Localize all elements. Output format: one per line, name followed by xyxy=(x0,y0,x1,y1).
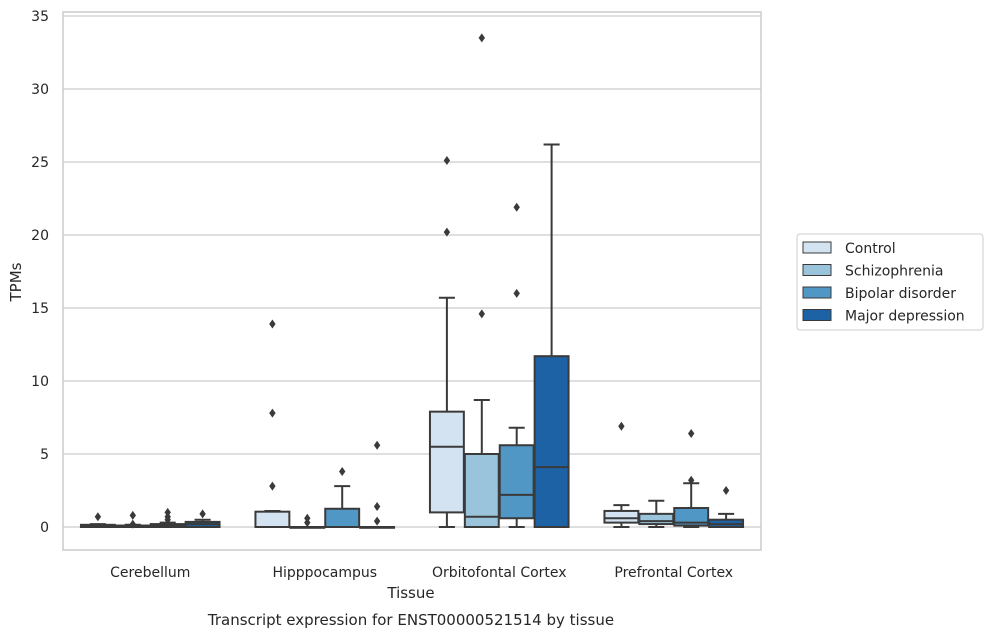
outlier-point xyxy=(688,475,695,485)
box-plot xyxy=(603,421,640,528)
y-axis-label: TPMs xyxy=(7,262,25,302)
y-tick-label: 20 xyxy=(31,228,49,244)
outlier-point xyxy=(304,513,311,523)
y-tick-label: 25 xyxy=(31,155,49,171)
x-tick-label: Cerebellum xyxy=(110,565,190,581)
outlier-point xyxy=(722,486,730,495)
box-iqr xyxy=(603,509,640,524)
outlier-point xyxy=(373,502,381,512)
outlier-point xyxy=(269,481,276,491)
box-plot xyxy=(79,512,116,528)
box-plot xyxy=(428,156,465,528)
outlier-point xyxy=(269,408,276,418)
outlier-point xyxy=(688,429,695,439)
box-iqr xyxy=(638,512,675,526)
outlier-point xyxy=(94,512,102,522)
x-axis-ticks: Cerebellum Hipppocampus Orbitofontal Corte… xyxy=(110,565,733,581)
x-tick-label: Orbitofontal Cortex xyxy=(432,565,567,581)
y-axis-ticks: 0 5 10 15 20 25 30 35 xyxy=(31,9,49,536)
outlier-point xyxy=(513,202,520,212)
outlier-point xyxy=(129,519,136,529)
y-tick-label: 30 xyxy=(31,82,49,98)
box-plot xyxy=(149,507,186,529)
x-tick-label: Hipppocampus xyxy=(272,565,377,581)
outlier-point xyxy=(199,509,206,519)
box-plot xyxy=(114,510,151,529)
legend-swatch xyxy=(802,241,832,254)
y-tick-label: 10 xyxy=(31,374,49,390)
x-tick-label: Prefrontal Cortex xyxy=(614,565,733,581)
box-iqr xyxy=(498,444,535,520)
y-tick-label: 5 xyxy=(40,447,49,463)
box-plot xyxy=(498,202,535,528)
outlier-point xyxy=(478,309,485,319)
outlier-point xyxy=(164,507,171,517)
legend-label: Bipolar disorder xyxy=(845,286,956,302)
box-iqr xyxy=(533,355,570,528)
box-plot xyxy=(254,319,291,529)
legend-label: Schizophrenia xyxy=(845,264,943,280)
box-groups xyxy=(79,33,745,529)
outlier-point xyxy=(513,288,520,298)
box-iqr xyxy=(324,507,361,528)
outlier-point xyxy=(269,319,276,329)
box-plot xyxy=(289,513,326,529)
box-plot xyxy=(708,486,745,529)
gridlines xyxy=(63,15,761,528)
box-iqr xyxy=(254,510,291,529)
x-axis-label: Tissue xyxy=(386,584,434,602)
plot-area-frame xyxy=(62,11,762,551)
y-tick-label: 35 xyxy=(31,9,49,25)
box-iqr xyxy=(673,507,710,527)
legend-swatch xyxy=(802,309,832,321)
legend-label: Control xyxy=(845,241,896,257)
outlier-point xyxy=(443,156,451,166)
legend-frame xyxy=(796,233,984,331)
outlier-point xyxy=(618,421,625,431)
box-iqr xyxy=(428,410,465,514)
box-plot xyxy=(184,509,221,529)
outlier-point xyxy=(339,467,346,477)
outlier-point xyxy=(478,33,485,43)
y-tick-label: 0 xyxy=(40,520,49,536)
box-iqr xyxy=(463,453,500,528)
box-plot xyxy=(673,429,710,528)
legend-swatch xyxy=(802,286,832,299)
box-plot xyxy=(533,143,570,528)
box-plot xyxy=(463,33,500,528)
box-plot xyxy=(359,440,396,529)
box-plot xyxy=(638,499,675,528)
outlier-point xyxy=(129,510,136,520)
legend-swatch xyxy=(802,264,832,276)
legend: Control Schizophrenia Bipolar disorder Majo… xyxy=(796,233,984,331)
box-plot xyxy=(324,467,361,528)
outlier-point xyxy=(373,516,381,526)
outlier-point xyxy=(373,440,381,450)
outlier-point xyxy=(443,227,451,237)
y-tick-label: 15 xyxy=(31,301,49,317)
chart-caption: Transcript expression for ENST0000052151… xyxy=(207,611,614,629)
legend-label: Major depression xyxy=(845,309,965,325)
